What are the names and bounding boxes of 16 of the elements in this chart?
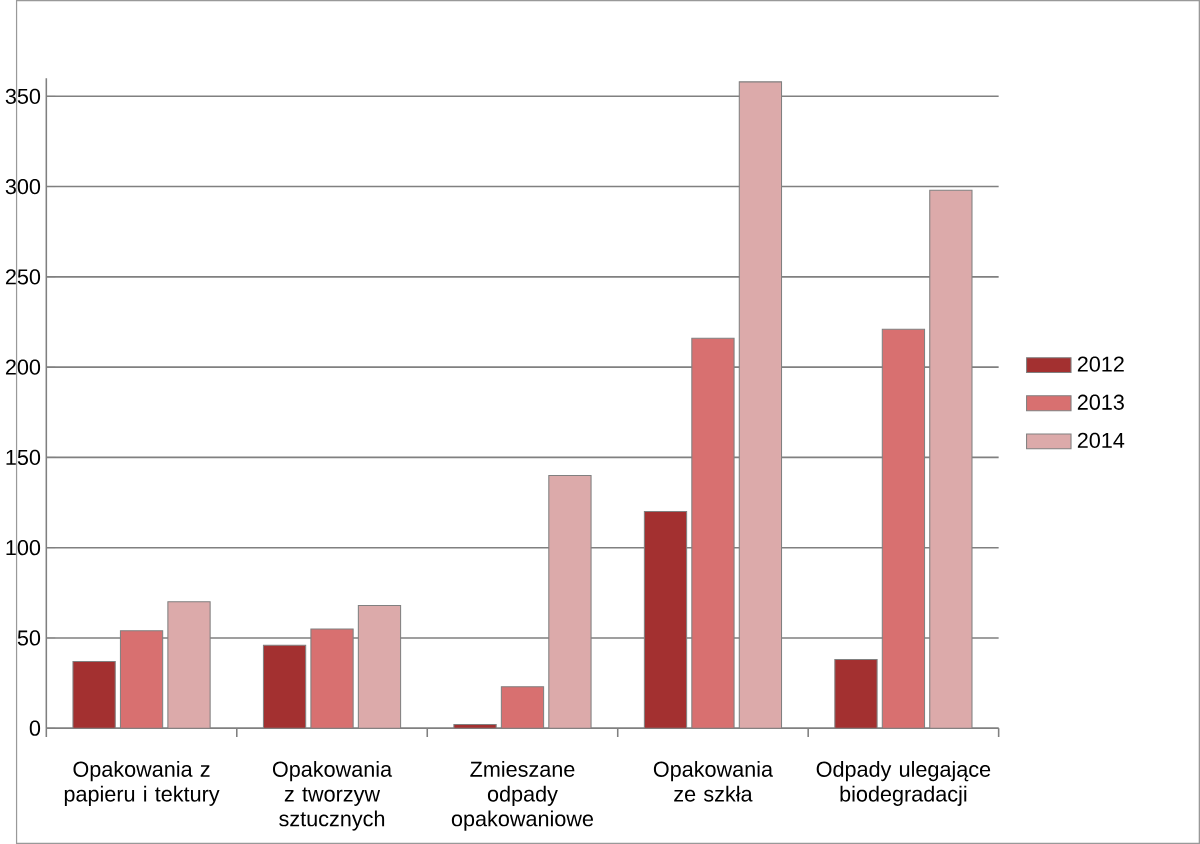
x-tick-label: Opakowania z papieru i tektury bbox=[64, 761, 220, 806]
y-tick-label: 250 bbox=[5, 269, 41, 285]
x-tick-label: Opakowania z tworzyw sztucznych bbox=[272, 761, 393, 831]
legend-label: 2012 bbox=[1077, 356, 1124, 372]
y-tick-label: 100 bbox=[6, 540, 41, 556]
x-tick-label: Zmieszane odpady opakowaniowe bbox=[451, 761, 594, 831]
legend-label: 2013 bbox=[1077, 394, 1124, 410]
y-tick-label: 200 bbox=[5, 359, 41, 375]
y-tick-label: 50 bbox=[17, 630, 41, 646]
x-tick-label: Opakowania ze szkła bbox=[653, 761, 774, 802]
y-tick-label: 150 bbox=[6, 449, 41, 466]
y-tick-label: 300 bbox=[5, 178, 41, 195]
legend-label: 2014 bbox=[1077, 432, 1125, 449]
x-tick-label: Odpady ulegające biodegradacji bbox=[816, 761, 991, 806]
y-tick-label: 350 bbox=[5, 88, 41, 104]
y-tick-label: 0 bbox=[29, 720, 41, 736]
